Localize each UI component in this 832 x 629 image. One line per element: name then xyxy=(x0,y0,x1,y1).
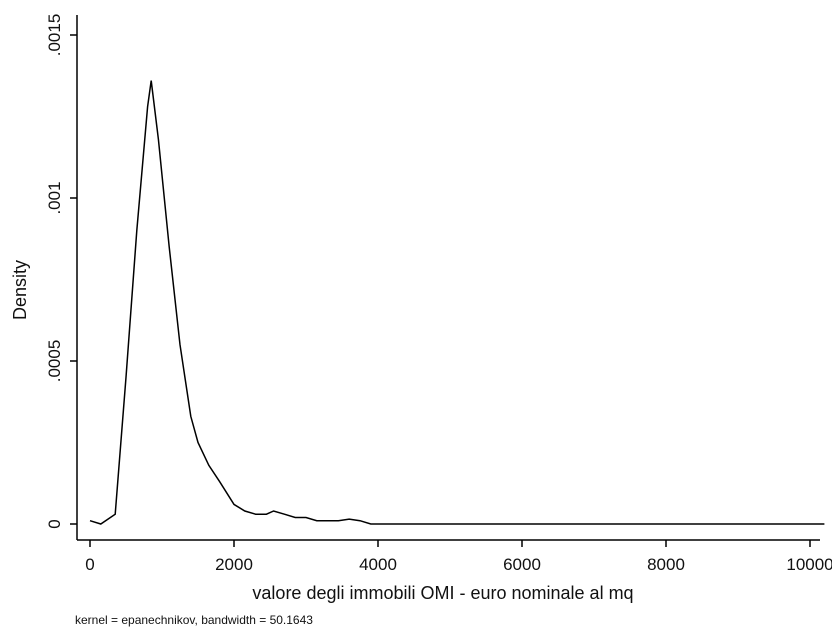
x-tick-label: 4000 xyxy=(359,555,397,574)
y-tick-label: .001 xyxy=(45,181,64,214)
x-tick-label: 0 xyxy=(85,555,94,574)
y-ticks: 0 .0005 .001 .0015 xyxy=(45,14,77,529)
plot-area: 0 .0005 .001 .0015 0 2000 4000 6000 8000 10000 xyxy=(45,14,832,574)
y-tick-label: .0005 xyxy=(45,340,64,383)
y-tick-label: .0015 xyxy=(45,14,64,57)
x-tick-label: 8000 xyxy=(647,555,685,574)
y-axis-title: Density xyxy=(10,260,30,320)
x-tick-label: 2000 xyxy=(215,555,253,574)
y-tick-label: 0 xyxy=(45,519,64,528)
kernel-note: kernel = epanechnikov, bandwidth = 50.16… xyxy=(75,613,313,627)
x-axis-title: valore degli immobili OMI - euro nominal… xyxy=(252,583,633,603)
x-tick-label: 10000 xyxy=(786,555,832,574)
density-line xyxy=(89,80,825,525)
x-tick-label: 6000 xyxy=(503,555,541,574)
x-ticks: 0 2000 4000 6000 8000 10000 xyxy=(85,540,832,574)
